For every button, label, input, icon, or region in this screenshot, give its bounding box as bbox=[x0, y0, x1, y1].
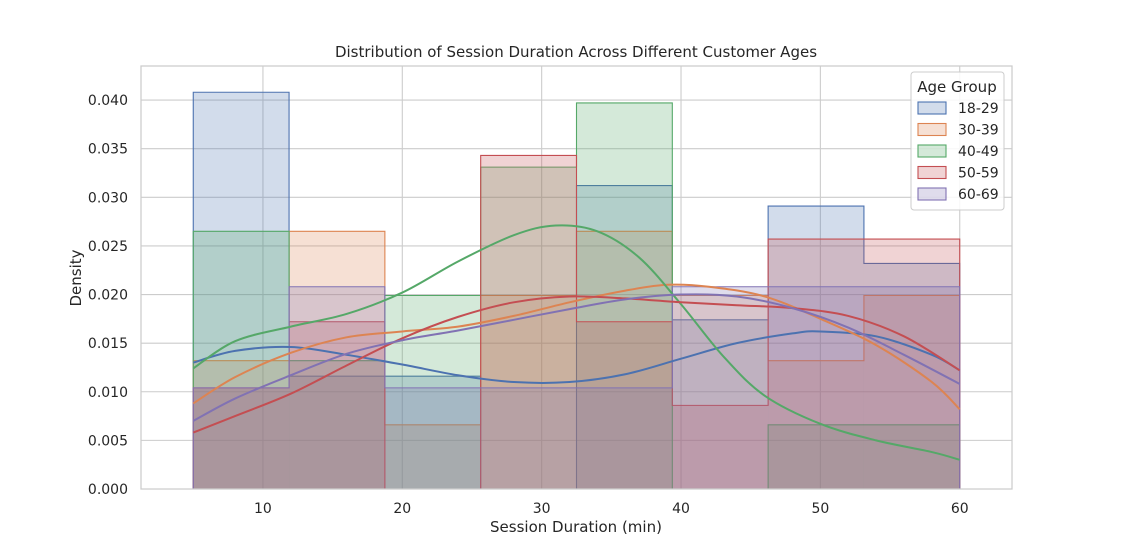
histogram-bar bbox=[576, 185, 673, 489]
x-tick-label: 30 bbox=[533, 501, 551, 517]
histogram-bar bbox=[480, 167, 577, 489]
legend-items: 18-29 30-39 40-49 50-59 60-69 bbox=[917, 101, 999, 203]
histogram-bar bbox=[384, 387, 481, 489]
kde-line-50-59 bbox=[192, 295, 961, 434]
histogram-bar bbox=[193, 387, 290, 489]
x-axis-ticks: 10 20 30 40 50 60 bbox=[254, 501, 969, 517]
histogram-bar bbox=[863, 424, 960, 489]
y-tick-label: 0.005 bbox=[88, 433, 128, 449]
histogram-bar bbox=[863, 286, 960, 489]
y-tick-label: 0.030 bbox=[88, 190, 128, 206]
y-axis-ticks: 0.000 0.005 0.010 0.015 0.020 0.025 0.030 0.035… bbox=[88, 93, 128, 498]
kde-line-40-49 bbox=[192, 224, 961, 461]
legend-swatch bbox=[917, 122, 947, 137]
chart-title: Distribution of Session Duration Across … bbox=[335, 43, 817, 61]
legend-title: Age Group bbox=[917, 78, 996, 96]
kde-line-18-29 bbox=[192, 330, 961, 384]
histogram-bar bbox=[384, 376, 481, 489]
y-tick-label: 0.020 bbox=[88, 288, 128, 304]
x-axis-label: Session Duration (min) bbox=[490, 518, 662, 536]
histogram-bar bbox=[193, 92, 290, 489]
plot-frame bbox=[140, 65, 1013, 490]
histogram-bars bbox=[192, 91, 961, 490]
legend-swatch bbox=[917, 144, 947, 158]
kde-line-60-69 bbox=[192, 293, 961, 422]
histogram-bar bbox=[289, 321, 385, 489]
legend-label: 50-59 bbox=[958, 166, 999, 182]
y-tick-label: 0.000 bbox=[88, 482, 128, 498]
histogram-bar bbox=[384, 424, 481, 489]
y-tick-label: 0.025 bbox=[88, 239, 128, 255]
histogram-bar bbox=[193, 387, 290, 489]
histogram-bar bbox=[384, 295, 481, 489]
legend-swatch bbox=[917, 187, 947, 201]
histogram-bar bbox=[576, 387, 673, 489]
histogram-bar bbox=[672, 286, 769, 489]
histogram-bar bbox=[768, 424, 864, 489]
histogram-outline bbox=[192, 286, 961, 489]
legend-item: 40-49 bbox=[917, 144, 999, 160]
bar-group-30-39 bbox=[192, 230, 961, 489]
histogram-bar bbox=[289, 360, 385, 489]
histogram-bar bbox=[672, 295, 769, 489]
histogram-bar bbox=[768, 239, 864, 489]
bar-group-40-49 bbox=[192, 102, 961, 490]
bar-group-18-29 bbox=[192, 91, 961, 490]
histogram-bar bbox=[672, 405, 769, 489]
x-tick-label: 40 bbox=[672, 501, 690, 517]
legend-label: 40-49 bbox=[958, 144, 999, 160]
kde-line-30-39 bbox=[192, 283, 961, 410]
legend-item: 50-59 bbox=[917, 165, 999, 182]
legend-swatch bbox=[917, 101, 947, 115]
legend: Age Group 18-29 30-39 40-49 50-59 60-69 bbox=[910, 71, 1005, 211]
histogram-bar bbox=[768, 286, 864, 489]
legend-frame bbox=[910, 71, 1005, 211]
legend-label: 30-39 bbox=[958, 123, 999, 139]
y-tick-label: 0.040 bbox=[88, 93, 128, 109]
histogram-bar bbox=[480, 387, 577, 489]
x-tick-label: 50 bbox=[811, 501, 829, 517]
legend-swatch bbox=[917, 165, 947, 180]
legend-item: 60-69 bbox=[917, 187, 999, 203]
legend-item: 30-39 bbox=[917, 122, 999, 139]
y-axis-label: Density bbox=[67, 249, 85, 306]
legend-label: 18-29 bbox=[958, 101, 999, 117]
legend-item: 18-29 bbox=[917, 101, 999, 117]
histogram-bar bbox=[289, 376, 385, 489]
legend-label: 60-69 bbox=[958, 187, 999, 203]
histogram-bar bbox=[480, 295, 577, 489]
x-tick-label: 10 bbox=[254, 501, 272, 517]
x-tick-label: 60 bbox=[951, 501, 969, 517]
y-tick-label: 0.015 bbox=[88, 336, 128, 352]
histogram-bar bbox=[576, 321, 673, 489]
bar-group-60-69 bbox=[192, 286, 961, 489]
histogram-bar bbox=[768, 206, 864, 489]
kde-curves bbox=[192, 224, 961, 461]
y-tick-label: 0.010 bbox=[88, 385, 128, 401]
x-tick-label: 20 bbox=[393, 501, 411, 517]
y-tick-label: 0.035 bbox=[88, 142, 128, 158]
